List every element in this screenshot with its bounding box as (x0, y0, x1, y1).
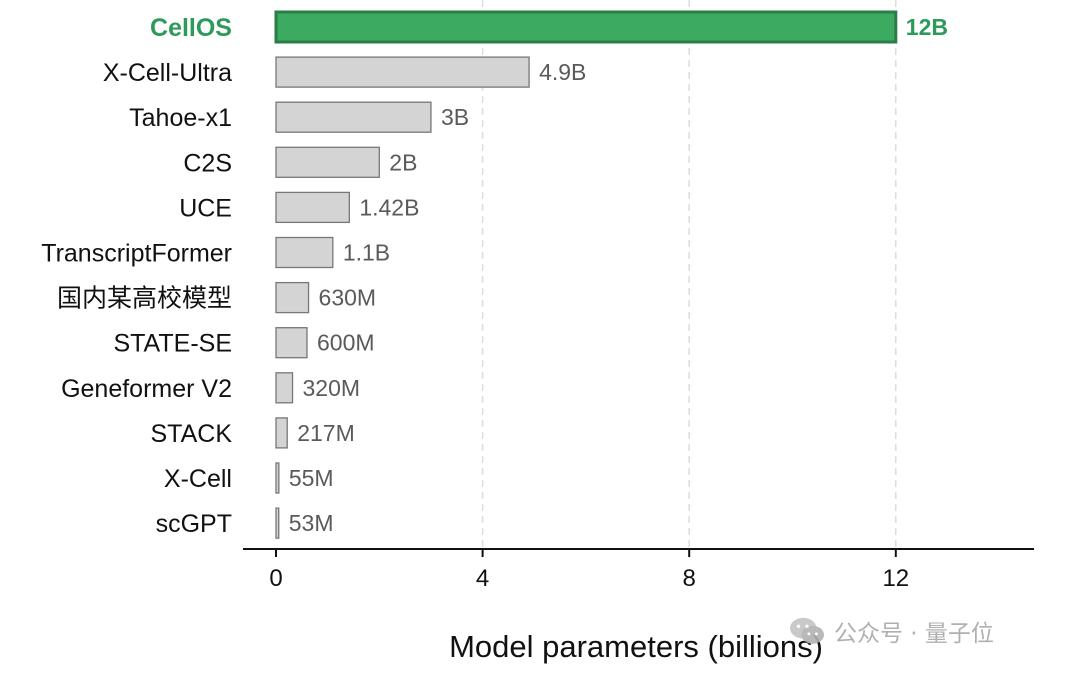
wechat-logo-icon (790, 617, 824, 644)
bar-0 (274, 10, 898, 44)
category-label: UCE (179, 194, 232, 222)
value-label: 1.42B (359, 194, 419, 220)
category-label: X-Cell-Ultra (103, 59, 232, 87)
bar-2 (275, 101, 432, 133)
value-label: 3B (441, 104, 469, 130)
bar-9 (275, 417, 288, 449)
bar-7 (275, 327, 308, 359)
x-axis-title: Model parameters (billions) (449, 629, 823, 664)
value-label: 630M (319, 285, 377, 311)
bars (274, 10, 898, 539)
bar-1 (275, 56, 530, 88)
category-label: Tahoe-x1 (129, 104, 232, 132)
bar-5 (275, 236, 334, 269)
x-tick-label: 4 (476, 565, 489, 592)
value-label: 320M (303, 375, 361, 401)
value-label: 217M (297, 420, 355, 446)
x-axis: 0 4 8 12 (243, 548, 1034, 592)
value-labels: 12B 4.9B 3B 2B 1.42B 1.1B 630M 600M 320M 217M 55M 5… (289, 14, 948, 536)
grid-lines (481, 0, 897, 549)
value-label: 12B (906, 14, 948, 40)
bar-8 (275, 372, 294, 404)
x-tick-label: 0 (269, 565, 282, 592)
category-label: 国内某高校模型 (57, 285, 232, 313)
bar-4 (275, 191, 350, 224)
value-label: 600M (317, 330, 375, 356)
category-label: STATE-SE (113, 330, 232, 358)
value-label: 55M (289, 465, 334, 491)
bar-10 (275, 462, 280, 494)
value-label: 1.1B (343, 240, 390, 266)
x-tick-label: 8 (683, 565, 696, 592)
watermark: 公众号 · 量子位 (788, 614, 994, 648)
bar-11 (275, 507, 280, 539)
value-label: 2B (389, 149, 417, 175)
category-label: C2S (183, 149, 232, 177)
category-label: STACK (151, 420, 233, 448)
category-label: X-Cell (164, 465, 232, 493)
category-labels: CellOS X-Cell-Ultra Tahoe-x1 C2S UCE Transcri… (41, 14, 232, 538)
value-label: 4.9B (539, 59, 586, 85)
category-label: Geneformer V2 (61, 375, 232, 403)
category-label: TranscriptFormer (41, 240, 232, 268)
x-tick-label: 12 (882, 565, 909, 592)
category-label: CellOS (150, 14, 232, 42)
watermark-text: 公众号 · 量子位 (834, 621, 994, 647)
category-label: scGPT (156, 510, 232, 538)
value-label: 53M (289, 510, 334, 536)
bar-3 (275, 146, 380, 178)
bar-6 (275, 281, 310, 314)
